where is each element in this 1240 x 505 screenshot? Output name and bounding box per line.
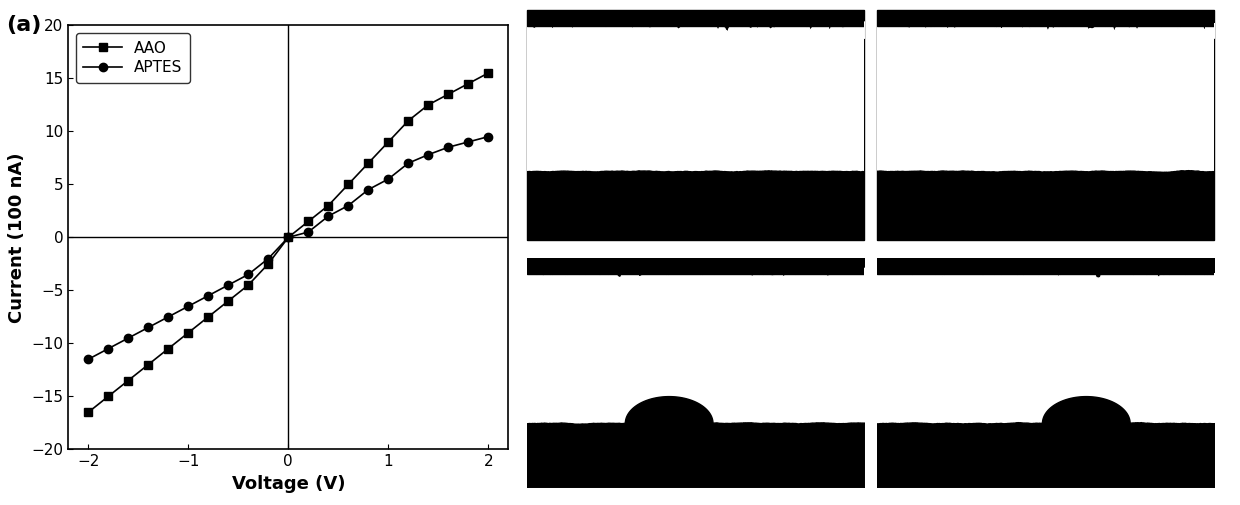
AAO <box>221 298 236 304</box>
APTES <box>260 256 275 262</box>
Bar <box>877 265 1214 423</box>
AAO <box>381 139 396 145</box>
APTES <box>120 335 135 341</box>
AAO <box>341 181 356 187</box>
Bar <box>527 258 864 274</box>
AAO <box>280 234 296 240</box>
Line: APTES: APTES <box>84 132 492 364</box>
AAO <box>321 203 336 209</box>
APTES <box>361 186 376 192</box>
APTES <box>401 160 415 166</box>
APTES <box>441 144 456 150</box>
APTES <box>381 176 396 182</box>
APTES <box>301 229 316 235</box>
APTES <box>341 203 356 209</box>
AAO <box>201 314 216 320</box>
Line: AAO: AAO <box>84 69 492 417</box>
APTES <box>161 314 176 320</box>
Bar <box>527 10 864 26</box>
X-axis label: Voltage (V): Voltage (V) <box>232 475 345 493</box>
AAO <box>401 118 415 124</box>
Bar <box>877 258 1214 274</box>
AAO <box>141 362 156 368</box>
AAO <box>81 410 95 416</box>
Bar <box>527 265 864 423</box>
Bar <box>877 258 1214 274</box>
Bar <box>877 10 1214 26</box>
Bar <box>527 17 864 171</box>
APTES <box>141 325 156 331</box>
APTES <box>420 152 435 158</box>
Legend: AAO, APTES: AAO, APTES <box>76 33 190 83</box>
Bar <box>527 258 864 274</box>
APTES <box>280 234 296 240</box>
APTES <box>181 303 196 309</box>
APTES <box>201 293 216 299</box>
APTES <box>241 272 255 278</box>
Bar <box>527 10 864 26</box>
AAO <box>420 102 435 108</box>
Bar <box>877 10 1214 26</box>
AAO <box>181 330 196 336</box>
Text: (a): (a) <box>6 15 42 35</box>
Bar <box>877 17 1214 171</box>
AAO <box>441 91 456 97</box>
AAO <box>481 70 496 76</box>
AAO <box>260 261 275 267</box>
AAO <box>461 80 476 87</box>
AAO <box>120 378 135 384</box>
AAO <box>361 160 376 166</box>
APTES <box>321 213 336 219</box>
Y-axis label: Current (100 nA): Current (100 nA) <box>7 152 26 323</box>
APTES <box>461 139 476 145</box>
AAO <box>161 346 176 352</box>
AAO <box>301 218 316 224</box>
APTES <box>221 282 236 288</box>
APTES <box>81 357 95 363</box>
AAO <box>100 393 115 399</box>
AAO <box>241 282 255 288</box>
APTES <box>481 134 496 140</box>
APTES <box>100 346 115 352</box>
